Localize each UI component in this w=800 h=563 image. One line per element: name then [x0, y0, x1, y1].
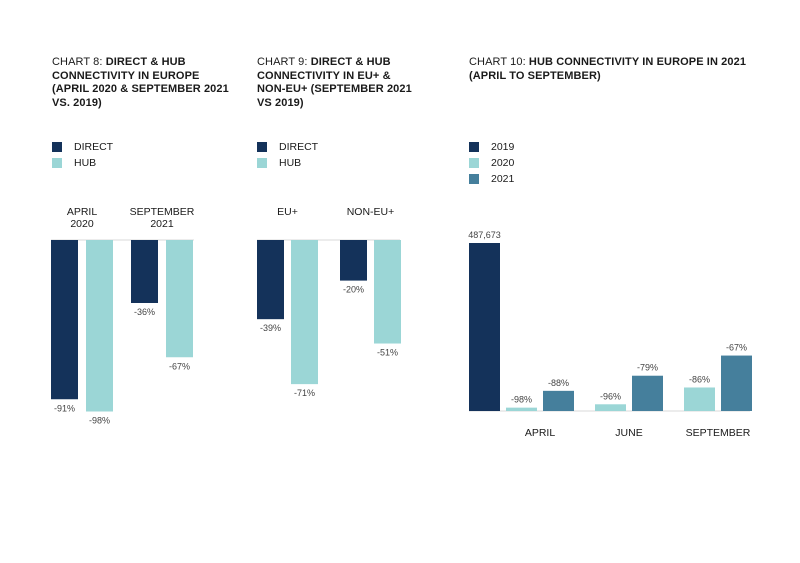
- bar-direct: [131, 240, 158, 303]
- legend-label-hub: HUB: [74, 157, 97, 169]
- legend-item-direct: DIRECT: [52, 139, 113, 155]
- category-label: EU+: [277, 206, 298, 218]
- data-label: -51%: [377, 348, 398, 358]
- chart-8-legend: DIRECT HUB: [52, 139, 113, 171]
- category-label: 2021: [150, 218, 174, 230]
- legend-swatch-hub: [52, 158, 62, 168]
- chart-9-plot: EU+ -39% -71% NON-EU+ -20% -51%: [257, 206, 401, 398]
- bar-hub: [86, 240, 113, 412]
- bar-direct: [257, 240, 284, 320]
- chart-9-legend: DIRECT HUB: [257, 139, 318, 171]
- data-label: 487,673: [468, 230, 501, 240]
- bar-2020: [684, 387, 715, 411]
- legend-label-direct: DIRECT: [279, 141, 319, 153]
- legend-item-direct: DIRECT: [257, 139, 318, 155]
- bar-2021: [543, 390, 574, 411]
- data-label: -86%: [689, 374, 710, 384]
- legend-label-2020: 2020: [491, 157, 515, 169]
- bar-hub: [166, 240, 193, 358]
- data-label: -96%: [600, 391, 621, 401]
- bar-2020: [595, 404, 626, 411]
- legend-item-hub: HUB: [257, 155, 318, 171]
- legend-label-2021: 2021: [491, 173, 515, 185]
- chart-9-title: CHART 9: DIRECT & HUB CONNECTIVITY IN EU…: [257, 56, 417, 110]
- bar-2019: [469, 243, 500, 411]
- data-label: -67%: [726, 343, 747, 353]
- bar-direct: [340, 240, 367, 281]
- data-label: -88%: [548, 378, 569, 388]
- data-label: -71%: [294, 388, 315, 398]
- legend-swatch-direct: [257, 142, 267, 152]
- legend-swatch-2021: [469, 174, 479, 184]
- chart-10-panel: CHART 10: HUB CONNECTIVITY IN EUROPE IN …: [460, 0, 800, 563]
- chart-10-plot: 487,673 -98% -88% APRIL -96% -79% JUNE -86% -67%…: [468, 230, 752, 439]
- legend-swatch-2020: [469, 158, 479, 168]
- bar-hub: [374, 240, 401, 344]
- bar-2021: [632, 375, 663, 411]
- legend-item-hub: HUB: [52, 155, 113, 171]
- legend-swatch-hub: [257, 158, 267, 168]
- bar-hub: [291, 240, 318, 385]
- chart-8-title: CHART 8: DIRECT & HUB CONNECTIVITY IN EU…: [52, 56, 232, 110]
- category-label: 2020: [70, 218, 94, 230]
- category-label: APRIL: [67, 206, 98, 218]
- chart-10-legend: 2019 2020 2021: [469, 139, 514, 187]
- chart-10-title-bold: HUB CONNECTIVITY IN EUROPE IN 2021 (APRI…: [469, 56, 747, 82]
- category-label: SEPTEMBER: [130, 206, 195, 218]
- legend-item-2021: 2021: [469, 171, 514, 187]
- chart-10-title-lead: CHART 10:: [469, 56, 529, 68]
- chart-8-title-lead: CHART 8:: [52, 56, 106, 68]
- legend-item-2020: 2020: [469, 155, 514, 171]
- category-label: NON-EU+: [347, 206, 395, 218]
- chart-8-panel: CHART 8: DIRECT & HUB CONNECTIVITY IN EU…: [0, 0, 240, 563]
- data-label: -67%: [169, 361, 190, 371]
- legend-label-direct: DIRECT: [74, 141, 114, 153]
- data-label: -79%: [637, 363, 658, 373]
- bar-direct: [51, 240, 78, 400]
- category-label: APRIL: [525, 427, 556, 439]
- legend-swatch-2019: [469, 142, 479, 152]
- bar-2020: [506, 407, 537, 411]
- chart-9-title-lead: CHART 9:: [257, 56, 311, 68]
- bar-2021: [721, 355, 752, 411]
- data-label: -36%: [134, 307, 155, 317]
- chart-9-title-bold: DIRECT & HUB CONNECTIVITY IN EU+ & NON-E…: [257, 56, 412, 109]
- category-label: JUNE: [615, 427, 642, 439]
- chart-9-panel: CHART 9: DIRECT & HUB CONNECTIVITY IN EU…: [240, 0, 460, 563]
- data-label: -98%: [89, 416, 110, 426]
- legend-label-2019: 2019: [491, 141, 515, 153]
- data-label: -98%: [511, 395, 532, 405]
- legend-item-2019: 2019: [469, 139, 514, 155]
- category-label: SEPTEMBER: [686, 427, 751, 439]
- chart-8-title-bold: DIRECT & HUB CONNECTIVITY IN EUROPE (APR…: [52, 56, 229, 109]
- legend-swatch-direct: [52, 142, 62, 152]
- legend-label-hub: HUB: [279, 157, 302, 169]
- chart-10-title: CHART 10: HUB CONNECTIVITY IN EUROPE IN …: [469, 56, 759, 83]
- data-label: -39%: [260, 323, 281, 333]
- data-label: -20%: [343, 285, 364, 295]
- data-label: -91%: [54, 403, 75, 413]
